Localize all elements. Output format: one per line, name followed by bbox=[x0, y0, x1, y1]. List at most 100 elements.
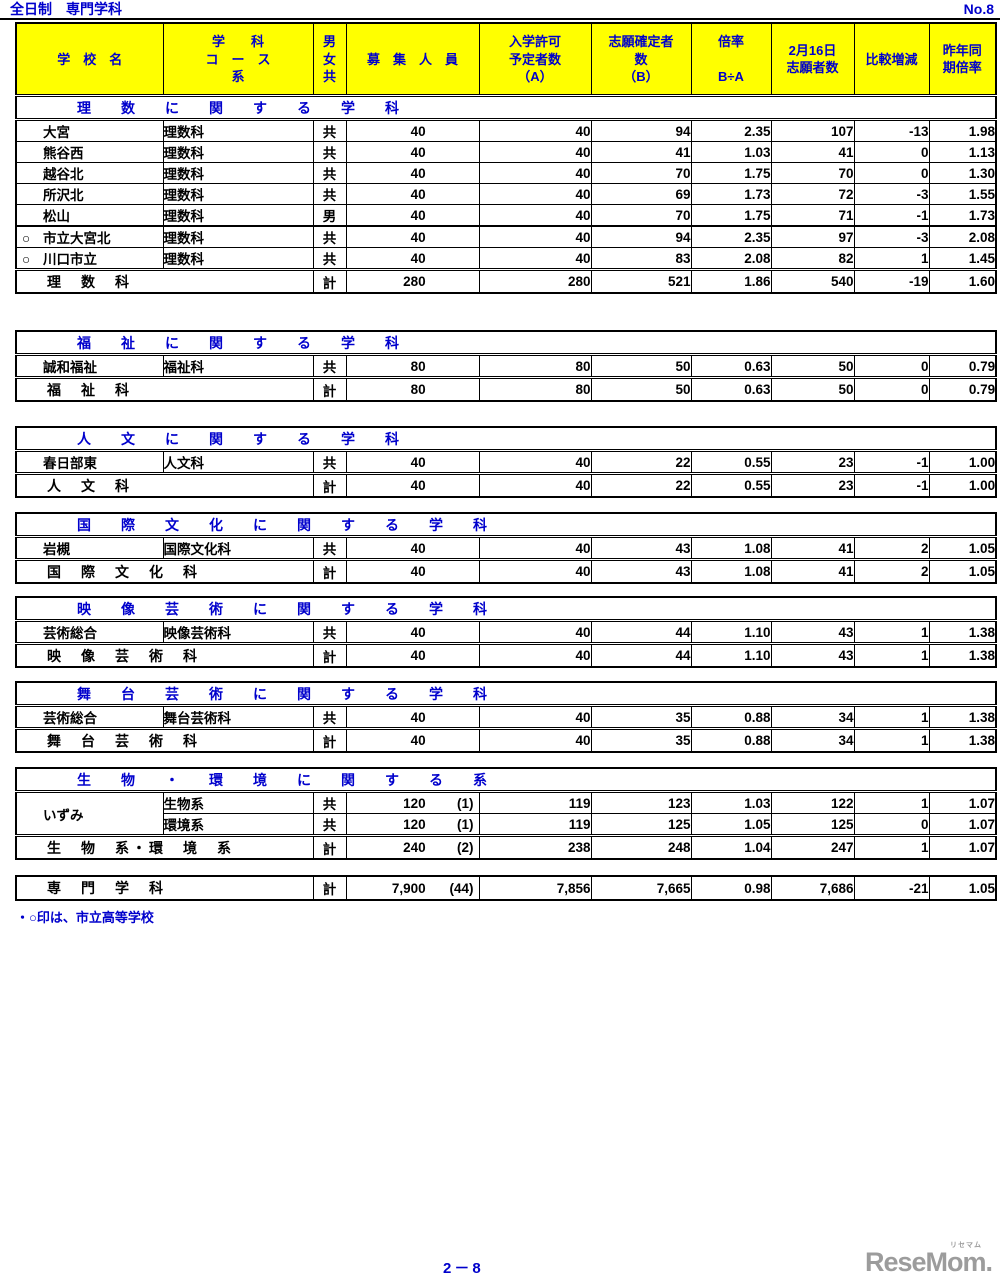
confirmed-cell: 43 bbox=[590, 558, 692, 584]
municipal-marker bbox=[17, 808, 43, 823]
feb16-cell: 43 bbox=[770, 620, 855, 645]
feb16-cell: 97 bbox=[770, 225, 855, 249]
column-header-line: 昨年同 bbox=[942, 42, 982, 58]
lastyear-cell: 1.00 bbox=[928, 450, 997, 475]
recruit-note bbox=[426, 625, 478, 640]
change-cell: 0 bbox=[853, 376, 930, 402]
change-cell: 1 bbox=[853, 727, 930, 753]
admit-cell: 40 bbox=[478, 119, 592, 143]
confirmed-cell: 70 bbox=[590, 204, 692, 227]
column-header-row: 学 校 名学 科コ ー ス系男女共募 集 人 員入学許可 予定者数 （A） 志願確定者… bbox=[15, 22, 997, 98]
recruit-note bbox=[426, 478, 478, 493]
recruit-note bbox=[426, 187, 478, 202]
column-header-line: 女 bbox=[322, 51, 336, 67]
recruit-value: 240 bbox=[403, 840, 426, 856]
recruit-value: 80 bbox=[410, 382, 426, 398]
column-header-feb16: 2月16日 志願者数 bbox=[770, 22, 855, 98]
column-header-line: 学 科 bbox=[211, 34, 264, 50]
lastyear-cell: 2.08 bbox=[928, 225, 997, 249]
confirmed-cell: 7,665 bbox=[590, 876, 692, 901]
gender-cell: 共 bbox=[312, 705, 347, 730]
change-cell: -21 bbox=[853, 876, 930, 901]
gender-cell: 計 bbox=[312, 642, 347, 668]
recruit-value: 40 bbox=[410, 123, 426, 139]
recruit-value: 40 bbox=[410, 540, 426, 556]
section-title: 人 文 に 関 す る 学 科 bbox=[15, 426, 997, 453]
resemom-logo: リセマム ReseMom. bbox=[865, 1240, 993, 1276]
ratio-cell: 0.88 bbox=[690, 705, 772, 730]
recruit-cell: 40 bbox=[345, 141, 480, 164]
total-row: 専 門 学 科計 7,900 (44) 7,856 7,665 0.98 7,686 -21 1… bbox=[15, 876, 997, 901]
lastyear-cell: 1.30 bbox=[928, 162, 997, 185]
section-table: 生 物 ・ 環 境 に 関 す る 系 いずみ 生物系共 120 (1) 119 123 1… bbox=[15, 767, 997, 861]
course-cell: 理数科 bbox=[162, 141, 314, 164]
table-row: いずみ 生物系共 120 (1) 119 123 1.03 122 1 1.07 bbox=[15, 791, 997, 837]
course-cell: 生物系 bbox=[162, 791, 314, 815]
section-title: 映 像 芸 術 に 関 す る 学 科 bbox=[15, 596, 997, 623]
section-table: 福 祉 に 関 す る 学 科 誠和福祉 福祉科共 80 80 50 0.63 50 0 0.… bbox=[15, 330, 998, 403]
ratio-cell: 0.63 bbox=[690, 354, 772, 379]
recruit-note bbox=[426, 124, 478, 139]
recruit-value: 40 bbox=[410, 648, 426, 664]
change-cell: 0 bbox=[853, 141, 930, 164]
table-row: 環境系共 120 (1) 119 125 1.05 125 0 1.07 bbox=[16, 813, 997, 837]
ratio-cell: 1.86 bbox=[690, 268, 772, 294]
column-header-gender: 男女共 bbox=[312, 22, 347, 98]
gender-cell: 共 bbox=[312, 536, 347, 561]
ratio-cell: 1.10 bbox=[690, 620, 772, 645]
feb16-cell: 23 bbox=[770, 450, 855, 475]
column-header-line: 系 bbox=[231, 69, 245, 85]
admit-cell: 119 bbox=[478, 813, 592, 837]
lastyear-cell: 1.00 bbox=[928, 472, 997, 498]
course-cell: 人文科 bbox=[162, 450, 314, 475]
column-header-line: 倍率 bbox=[717, 34, 744, 50]
feb16-cell: 43 bbox=[770, 642, 855, 668]
school-name: 誠和福祉 bbox=[43, 360, 97, 376]
school-name-cell: 春日部東 bbox=[15, 450, 164, 475]
column-header-change: 比較増減 bbox=[853, 22, 930, 98]
recruit-value: 120 bbox=[403, 795, 426, 811]
recruit-note bbox=[426, 541, 478, 556]
recruit-note: (2) bbox=[456, 840, 474, 856]
ratio-cell: 1.08 bbox=[690, 536, 772, 561]
school-name-cell: 大宮 bbox=[15, 119, 164, 143]
feb16-cell: 540 bbox=[770, 268, 855, 294]
confirmed-cell: 44 bbox=[590, 620, 692, 645]
change-cell: -3 bbox=[853, 183, 930, 206]
section-title: 国 際 文 化 に 関 す る 学 科 bbox=[15, 512, 997, 539]
municipal-marker bbox=[17, 456, 43, 471]
change-cell: -1 bbox=[853, 472, 930, 498]
total-label-cell: 専 門 学 科 bbox=[15, 876, 314, 901]
lastyear-cell: 1.45 bbox=[928, 247, 997, 271]
recruit-cell: 40 bbox=[345, 472, 480, 498]
gender-cell: 計 bbox=[312, 268, 347, 294]
ratio-cell: 0.88 bbox=[690, 727, 772, 753]
recruit-value: 40 bbox=[410, 564, 426, 580]
feb16-cell: 23 bbox=[770, 472, 855, 498]
change-cell: 0 bbox=[853, 162, 930, 185]
admit-cell: 280 bbox=[478, 268, 592, 294]
confirmed-cell: 22 bbox=[590, 450, 692, 475]
section-table: 国 際 文 化 に 関 す る 学 科 岩槻 国際文化科共 40 40 43 1.08 4… bbox=[15, 512, 997, 585]
gender-cell: 計 bbox=[312, 876, 347, 901]
recruit-note bbox=[426, 382, 478, 397]
ratio-cell: 0.63 bbox=[690, 376, 772, 402]
school-name: 大宮 bbox=[43, 125, 70, 141]
lastyear-cell: 1.60 bbox=[928, 268, 997, 294]
course-cell: 映像芸術科 bbox=[162, 620, 314, 645]
recruit-value: 40 bbox=[410, 454, 426, 470]
gender-cell: 計 bbox=[312, 472, 347, 498]
course-cell: 理数科 bbox=[162, 225, 314, 249]
confirmed-cell: 35 bbox=[590, 727, 692, 753]
column-header-ratio: 倍率 B÷A bbox=[690, 22, 772, 98]
recruit-cell: 40 bbox=[345, 642, 480, 668]
total-label-cell: 生 物 系・環 境 系 bbox=[15, 834, 314, 860]
column-header-line: 予定者数 bbox=[508, 51, 561, 67]
school-name: 所沢北 bbox=[43, 188, 84, 204]
course-cell: 福祉科 bbox=[162, 354, 314, 379]
table-row: 岩槻 国際文化科共 40 40 43 1.08 41 2 1.05 bbox=[15, 536, 997, 561]
feb16-cell: 71 bbox=[770, 204, 855, 227]
total-label-cell: 理 数 科 bbox=[15, 268, 314, 294]
admit-cell: 40 bbox=[478, 472, 592, 498]
admit-cell: 40 bbox=[478, 558, 592, 584]
